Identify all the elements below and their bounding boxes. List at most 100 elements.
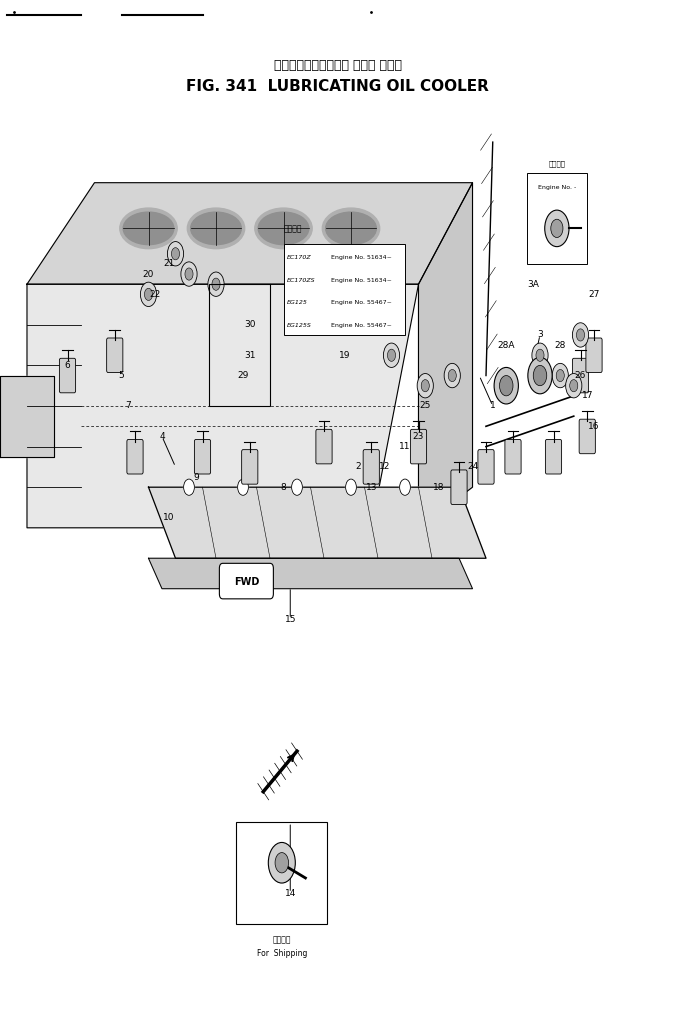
FancyBboxPatch shape: [586, 338, 602, 373]
Circle shape: [576, 329, 585, 341]
Circle shape: [556, 369, 564, 382]
Ellipse shape: [190, 212, 242, 245]
Text: 3A: 3A: [527, 280, 539, 288]
Text: 16: 16: [588, 422, 600, 430]
Bar: [526, 173, 587, 264]
FancyBboxPatch shape: [572, 358, 589, 393]
Text: 12: 12: [379, 463, 390, 471]
Text: 29: 29: [238, 371, 248, 380]
Polygon shape: [418, 183, 472, 528]
Ellipse shape: [123, 212, 174, 245]
Polygon shape: [27, 284, 418, 528]
Text: 8: 8: [281, 483, 286, 491]
Text: 26: 26: [575, 371, 586, 380]
Text: FWD: FWD: [234, 577, 259, 587]
Circle shape: [528, 357, 552, 394]
Circle shape: [140, 282, 157, 307]
Text: 28: 28: [555, 341, 566, 349]
Text: 24: 24: [467, 463, 478, 471]
FancyBboxPatch shape: [107, 338, 123, 373]
Text: 27: 27: [589, 290, 599, 298]
Circle shape: [444, 363, 460, 388]
Text: Engine No. -: Engine No. -: [538, 186, 576, 190]
FancyBboxPatch shape: [127, 439, 143, 474]
Circle shape: [551, 219, 563, 238]
Circle shape: [533, 365, 547, 386]
Ellipse shape: [325, 212, 377, 245]
Polygon shape: [148, 487, 486, 558]
Text: 9: 9: [193, 473, 198, 481]
Circle shape: [454, 479, 464, 495]
Text: Engine No. 55467~: Engine No. 55467~: [331, 300, 392, 306]
Text: 25: 25: [420, 402, 431, 410]
FancyBboxPatch shape: [478, 450, 494, 484]
Text: 28A: 28A: [497, 341, 515, 349]
Text: 17: 17: [581, 392, 593, 400]
Circle shape: [570, 380, 578, 392]
Circle shape: [167, 242, 184, 266]
Text: 30: 30: [244, 321, 256, 329]
Text: EG125S: EG125S: [287, 324, 312, 328]
Bar: [284, 244, 405, 335]
Circle shape: [181, 262, 197, 286]
Circle shape: [144, 288, 153, 300]
Text: For  Shipping: For Shipping: [256, 949, 307, 958]
Text: 1: 1: [490, 402, 495, 410]
Text: 適用号番: 適用号番: [284, 224, 302, 233]
Text: 19: 19: [338, 351, 350, 359]
FancyBboxPatch shape: [242, 450, 258, 484]
Text: 20: 20: [143, 270, 154, 278]
Text: EC170Z: EC170Z: [287, 255, 311, 260]
Circle shape: [268, 842, 296, 883]
Text: 18: 18: [433, 483, 445, 491]
Circle shape: [238, 479, 248, 495]
Text: 4: 4: [159, 432, 165, 441]
Circle shape: [552, 363, 568, 388]
Text: Engine No. 51634~: Engine No. 51634~: [331, 278, 392, 282]
Text: 2: 2: [355, 463, 360, 471]
Text: 23: 23: [413, 432, 424, 441]
Circle shape: [532, 343, 548, 367]
Text: EG125: EG125: [287, 300, 308, 306]
Text: 22: 22: [150, 290, 161, 298]
Circle shape: [536, 349, 544, 361]
Text: 11: 11: [399, 443, 411, 451]
Circle shape: [421, 380, 429, 392]
Circle shape: [171, 248, 180, 260]
Text: 13: 13: [365, 483, 377, 491]
Circle shape: [400, 479, 410, 495]
Circle shape: [275, 853, 289, 873]
Text: Engine No. 55467~: Engine No. 55467~: [331, 324, 392, 328]
Circle shape: [572, 323, 589, 347]
FancyBboxPatch shape: [316, 429, 332, 464]
Circle shape: [387, 349, 396, 361]
Circle shape: [383, 343, 400, 367]
Text: EC170ZS: EC170ZS: [287, 278, 315, 282]
Text: 15: 15: [284, 615, 296, 623]
Circle shape: [545, 210, 569, 247]
FancyBboxPatch shape: [545, 439, 562, 474]
Circle shape: [292, 479, 302, 495]
Bar: [236, 822, 327, 924]
Ellipse shape: [323, 208, 379, 249]
Text: Engine No. 51634~: Engine No. 51634~: [331, 255, 392, 260]
Text: 10: 10: [163, 514, 175, 522]
Circle shape: [417, 374, 433, 398]
Polygon shape: [27, 183, 472, 284]
FancyBboxPatch shape: [363, 450, 379, 484]
Text: FIG. 341  LUBRICATING OIL COOLER: FIG. 341 LUBRICATING OIL COOLER: [186, 79, 489, 93]
Ellipse shape: [255, 208, 312, 249]
Bar: [209, 284, 270, 406]
Polygon shape: [148, 558, 472, 589]
Text: ルーブリケーティング オイル クーラ: ルーブリケーティング オイル クーラ: [273, 60, 402, 72]
FancyBboxPatch shape: [194, 439, 211, 474]
Circle shape: [184, 479, 194, 495]
Ellipse shape: [258, 212, 308, 245]
Text: 14: 14: [285, 889, 296, 897]
FancyBboxPatch shape: [505, 439, 521, 474]
Circle shape: [500, 376, 513, 396]
FancyBboxPatch shape: [59, 358, 76, 393]
Ellipse shape: [187, 208, 244, 249]
Text: 3: 3: [537, 331, 543, 339]
FancyBboxPatch shape: [451, 470, 467, 504]
